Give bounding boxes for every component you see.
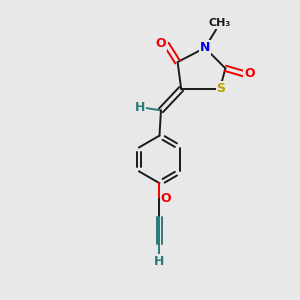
- Text: H: H: [135, 101, 145, 115]
- Text: O: O: [161, 192, 171, 205]
- Text: CH₃: CH₃: [208, 19, 230, 28]
- Text: H: H: [154, 255, 165, 268]
- Text: N: N: [200, 41, 210, 54]
- Text: S: S: [217, 82, 226, 95]
- Text: O: O: [156, 37, 166, 50]
- Text: O: O: [244, 67, 255, 80]
